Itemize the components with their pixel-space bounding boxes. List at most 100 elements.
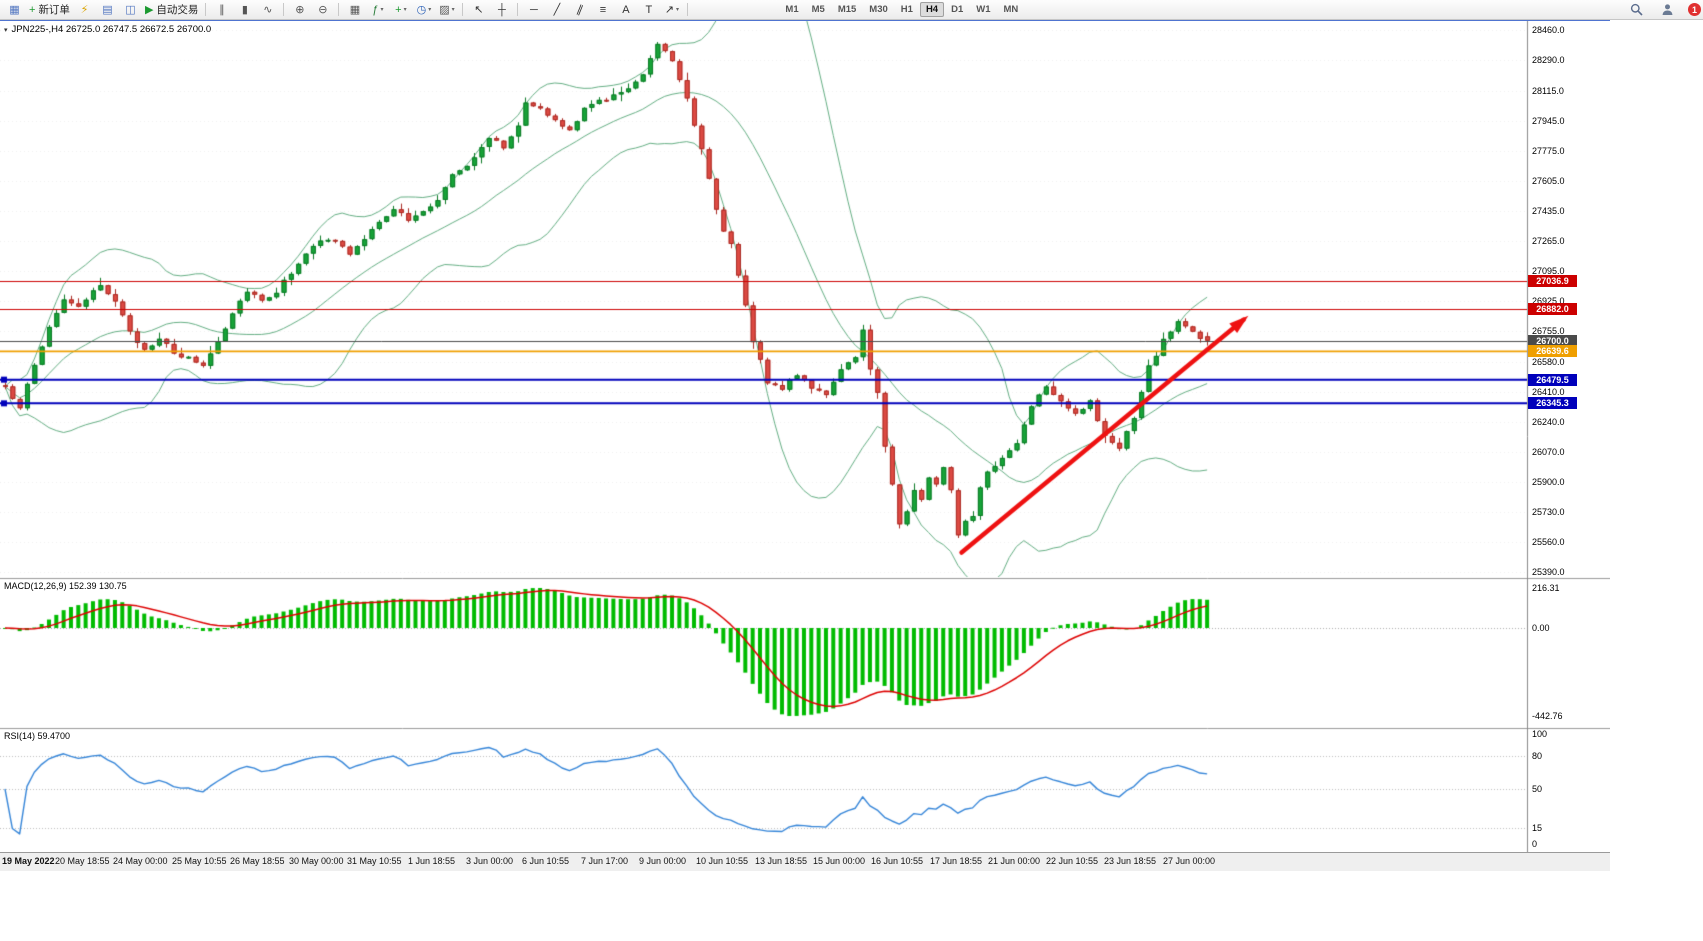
time-axis[interactable]: 19 May 2022 20 May 18:55 24 May 00:00 25 Ma… — [0, 852, 1610, 871]
price-line-badge[interactable]: 26639.6 — [1528, 345, 1577, 358]
timeframe-m5-button[interactable]: M5 — [811, 4, 825, 15]
lightning-icon-glyph: ⚡ — [80, 3, 89, 16]
bar-chart-icon[interactable]: ∥ — [211, 2, 232, 18]
top-toolbar: ▦ + 新订单 ⚡ ▤ ◫ ▶ 自动交易 ∥ ▮ ∿ ⊕ ⊖ ▦ ƒ ▾ + ▾ ◷ ▾ ▨ ▾ ↖ ┼ ─ ╱ ∥ ≡ A T ↗ ▾ M1… — [0, 0, 1703, 20]
crosshair-icon-glyph: ┼ — [498, 3, 506, 16]
time-axis-label: 25 May 10:55 — [172, 856, 227, 866]
time-axis-label: 1 Jun 18:55 — [408, 856, 456, 866]
chart-title: ▾ JPN225-,H4 26725.0 26747.5 26672.5 267… — [4, 24, 211, 35]
crosshair-icon[interactable]: ┼ — [491, 2, 512, 18]
shapes-icon[interactable]: ↗ ▾ — [661, 2, 682, 18]
timeframe-m15-button[interactable]: M15 — [837, 4, 857, 15]
tile-windows-icon[interactable]: ▦ — [344, 2, 365, 18]
rsi-axis-label: 0 — [1532, 839, 1538, 849]
chart-title-text: JPN225-,H4 26725.0 26747.5 26672.5 26700… — [11, 24, 212, 35]
periods-icon[interactable]: ◷ ▾ — [413, 2, 434, 18]
zoom-out-icon[interactable]: ⊖ — [312, 2, 333, 18]
templates-icon-glyph: ▨ — [439, 3, 450, 16]
profiles-icon[interactable]: ▤ — [97, 2, 118, 18]
zoom-in-icon[interactable]: ⊕ — [289, 2, 310, 18]
price-axis-label: 27775.0 — [1532, 145, 1565, 156]
market-watch-icon[interactable]: ◫ — [120, 2, 141, 18]
hline-icon[interactable]: ─ — [523, 2, 544, 18]
timeframe-d1-button[interactable]: D1 — [951, 4, 964, 15]
toolbar-left-group: ▦ + 新订单 ⚡ ▤ ◫ ▶ 自动交易 ∥ ▮ ∿ ⊕ ⊖ ▦ ƒ ▾ + ▾ ◷ ▾ ▨ ▾ ↖ ┼ ─ ╱ ∥ ≡ A T ↗ ▾ — [4, 2, 691, 18]
price-axis-label: 26070.0 — [1532, 446, 1565, 457]
price-axis-label: 27945.0 — [1532, 115, 1565, 126]
toolbar-separator — [462, 3, 464, 16]
price-axis-label: 25560.0 — [1532, 536, 1565, 547]
timeframe-m30-button[interactable]: M30 — [869, 4, 888, 15]
price-axis-label: 27265.0 — [1532, 235, 1565, 246]
price-line-badge[interactable]: 26345.3 — [1528, 397, 1577, 410]
cursor-icon[interactable]: ↖ — [468, 2, 489, 18]
lightning-icon[interactable]: ⚡ — [74, 2, 95, 18]
trendline-icon[interactable]: ╱ — [546, 2, 567, 18]
price-axis-label: 26240.0 — [1532, 416, 1565, 427]
new-order-button[interactable]: + 新订单 — [27, 2, 72, 18]
candlestick-chart-icon[interactable]: ▮ — [234, 2, 255, 18]
price-axis-label: 28290.0 — [1532, 55, 1565, 65]
new-order-button-label: 新订单 — [38, 3, 70, 16]
timeframe-m1-button[interactable]: M1 — [785, 4, 799, 15]
time-axis-label: 7 Jun 17:00 — [581, 856, 629, 866]
search-icon[interactable] — [1626, 2, 1647, 18]
dropdown-caret-icon: ▾ — [380, 6, 384, 13]
time-axis-label: 27 Jun 00:00 — [1163, 856, 1216, 866]
rsi-label: RSI(14) 59.4700 — [4, 731, 71, 741]
rsi-axis-label: 50 — [1532, 784, 1543, 794]
timeframe-toolbar: M1 M5 M15 M30 H1 H4 D1 W1 MN — [779, 2, 1024, 17]
auto-trading-button[interactable]: ▶ 自动交易 — [143, 2, 200, 18]
notification-badge[interactable]: 1 — [1688, 3, 1701, 16]
time-axis-label: 17 Jun 18:55 — [930, 856, 983, 866]
toolbar-separator — [205, 3, 207, 16]
fibonacci-icon[interactable]: ≡ — [592, 2, 613, 18]
add-indicator-icon[interactable]: + ▾ — [390, 2, 411, 18]
timeframe-w1-button[interactable]: W1 — [976, 4, 991, 15]
dropdown-caret-icon: ▾ — [676, 6, 680, 13]
templates-icon[interactable]: ▨ ▾ — [436, 2, 457, 18]
timeframe-mn-button[interactable]: MN — [1003, 4, 1019, 15]
time-axis-label: 23 Jun 18:55 — [1104, 856, 1157, 866]
channel-icon[interactable]: ∥ — [569, 2, 590, 18]
market-watch-icon-glyph: ◫ — [125, 3, 136, 16]
time-axis-label: 30 May 00:00 — [289, 856, 344, 866]
label-icon[interactable]: T — [638, 2, 659, 18]
text-icon[interactable]: A — [615, 2, 636, 18]
dropdown-caret-icon: ▾ — [428, 6, 432, 13]
rsi-axis-label: 15 — [1532, 822, 1543, 833]
timeframe-h1-button[interactable]: H1 — [900, 4, 913, 15]
time-axis-label: 9 Jun 00:00 — [639, 856, 687, 866]
line-chart-icon-glyph: ∿ — [263, 3, 273, 16]
price-axis-label: 25390.0 — [1532, 567, 1565, 577]
time-axis-label: 26 May 18:55 — [230, 856, 285, 866]
toolbar-right-group: 1 — [1626, 2, 1703, 18]
price-line-badge[interactable]: 26479.5 — [1528, 373, 1577, 386]
user-account-icon[interactable] — [1657, 2, 1678, 18]
toolbar-separator — [338, 3, 340, 16]
channel-icon-glyph: ∥ — [575, 2, 585, 17]
rsi-axis-label: 80 — [1532, 751, 1543, 761]
line-chart-icon[interactable]: ∿ — [257, 2, 278, 18]
new-chart-icon[interactable]: ▦ — [4, 2, 25, 18]
price-axis-label: 27605.0 — [1532, 175, 1565, 186]
shapes-icon-glyph: ↗ — [664, 3, 674, 16]
price-line-badge[interactable]: 27036.9 — [1528, 275, 1577, 288]
price-axis-label: 26580.0 — [1532, 356, 1565, 367]
toolbar-separator — [517, 3, 519, 16]
price-axis-label: 28115.0 — [1532, 85, 1564, 96]
time-axis-label: 16 Jun 10:55 — [871, 856, 924, 866]
symbol-dropdown-icon[interactable]: ▾ — [4, 26, 8, 34]
price-axis-label: 28460.0 — [1532, 25, 1565, 35]
price-line-badge[interactable]: 26700.0 — [1528, 334, 1577, 347]
timeframe-h4-button[interactable]: H4 — [919, 2, 945, 17]
price-chart-canvas[interactable] — [0, 21, 1610, 852]
price-line-badge[interactable]: 26882.0 — [1528, 302, 1577, 315]
dropdown-caret-icon: ▾ — [451, 6, 455, 13]
bar-chart-icon-glyph: ∥ — [219, 3, 225, 16]
time-axis-label: 13 Jun 18:55 — [755, 856, 808, 866]
price-axis-label: 26410.0 — [1532, 386, 1565, 397]
indicators-icon[interactable]: ƒ ▾ — [367, 2, 388, 18]
zoom-out-icon-glyph: ⊖ — [318, 3, 328, 16]
time-axis-label: 6 Jun 10:55 — [522, 856, 570, 866]
